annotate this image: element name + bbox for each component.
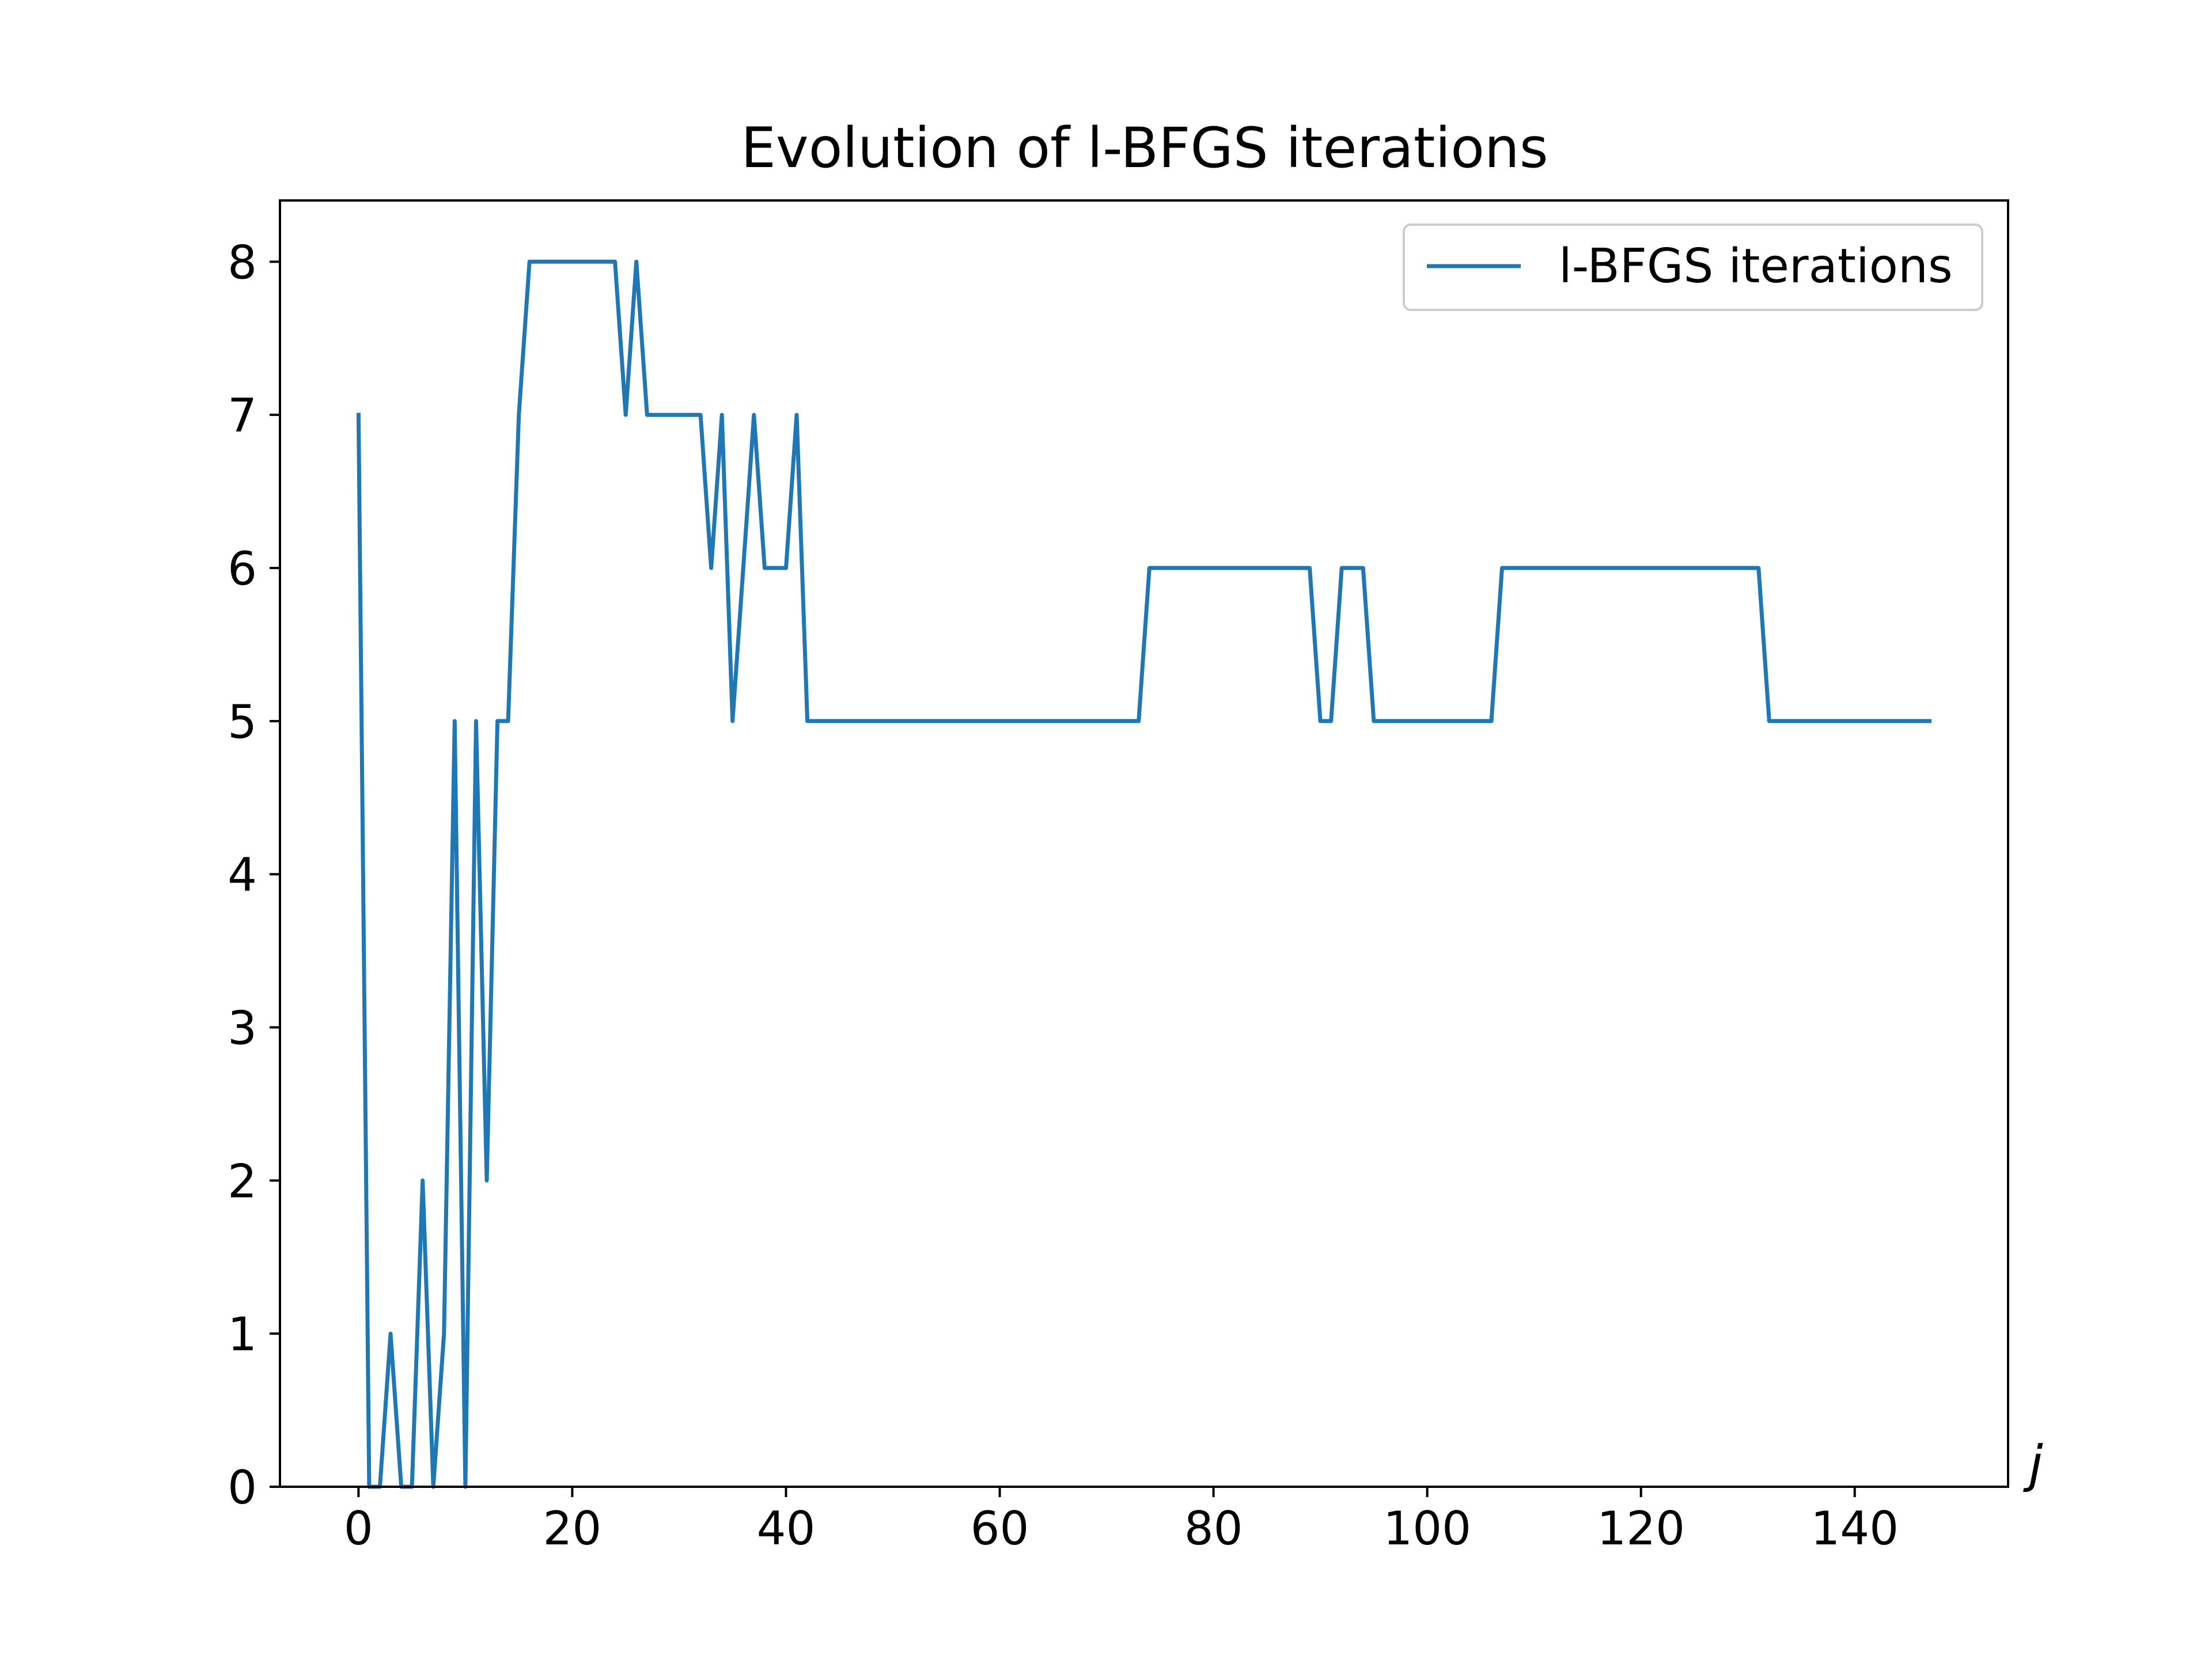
- x-tick-label: 20: [543, 1502, 602, 1555]
- series-line-0: [356, 259, 1932, 1489]
- series-layer: [356, 259, 1932, 1489]
- y-tick-label: 3: [228, 1002, 257, 1055]
- x-tick-label: 100: [1383, 1502, 1471, 1555]
- y-tick-label: 6: [228, 542, 257, 596]
- y-tick-label: 7: [228, 389, 257, 442]
- legend-entry-label: l-BFGS iterations: [1559, 239, 1953, 294]
- y-tick-label: 2: [228, 1154, 257, 1208]
- y-tick-label: 5: [228, 695, 257, 749]
- x-tick-label: 0: [344, 1502, 373, 1555]
- axes-frame: [279, 199, 2009, 1488]
- y-tick-label: 4: [228, 849, 257, 902]
- chart-title: Evolution of l-BFGS iterations: [741, 116, 1548, 180]
- x-ticks: 0 20 40 60 80 100 120 140: [344, 1487, 1899, 1555]
- x-tick-label: 120: [1597, 1502, 1685, 1555]
- x-tick-label: 60: [971, 1502, 1029, 1555]
- y-tick-label: 1: [228, 1308, 257, 1361]
- legend-box: [1403, 224, 1983, 311]
- y-tick-label: 8: [228, 236, 257, 289]
- x-tick-label: 80: [1184, 1502, 1243, 1555]
- x-tick-label: 140: [1810, 1502, 1899, 1555]
- y-tick-label: 0: [228, 1461, 257, 1514]
- legend: l-BFGS iterations: [1403, 224, 1983, 311]
- x-tick-label: 40: [757, 1502, 816, 1555]
- y-ticks: 0 1 2 3 4 5 6 7 8: [228, 236, 280, 1514]
